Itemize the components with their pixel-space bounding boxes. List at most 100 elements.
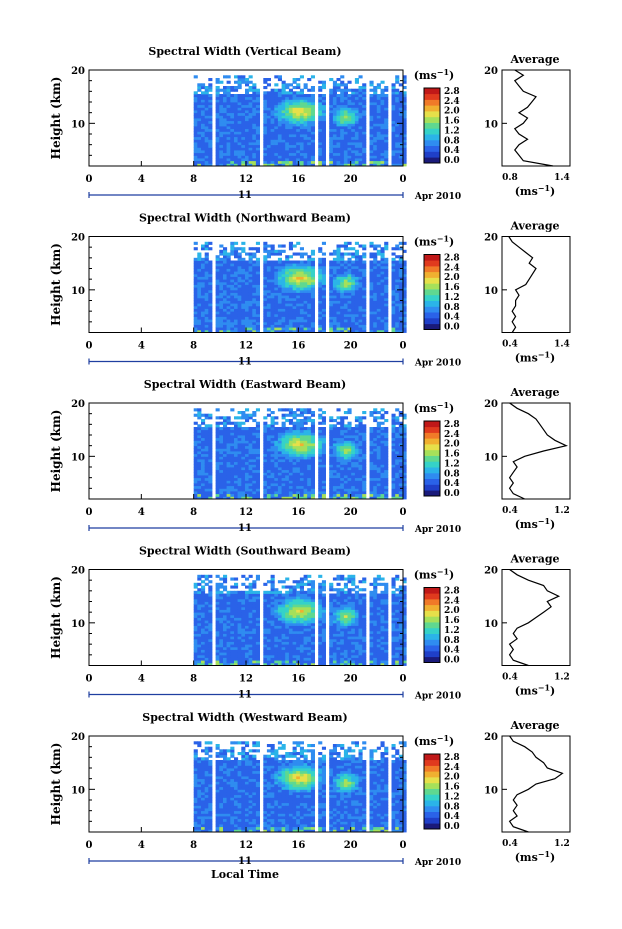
heatmap-cell [223,75,228,79]
heatmap-cell [398,247,403,251]
heatmap-cell [303,429,308,433]
heatmap-cell [266,271,271,275]
heatmap-cell [277,453,282,457]
heatmap-cell [193,633,198,637]
heatmap-cell [226,461,231,465]
heatmap-cell [288,128,293,132]
heatmap-cell [204,91,209,95]
heatmap-cell [384,88,389,92]
heatmap-cell [329,142,334,146]
heatmap-cell [351,467,356,471]
heatmap-cell [292,475,297,479]
avg-x-tick-label: 1.2 [554,506,570,516]
heatmap-cell [391,273,396,277]
heatmap-cell [226,91,231,95]
heatmap-cell [274,136,279,140]
heatmap-cell [263,273,268,277]
heatmap-cell [223,437,228,441]
heatmap-cell [270,147,275,151]
heatmap-cell [215,321,220,325]
heatmap-cell [340,475,345,479]
heatmap-cell [384,244,389,248]
heatmap-cell [197,485,202,489]
heatmap-cell [340,279,345,283]
heatmap-cell [292,144,297,148]
heatmap-cell [329,120,334,124]
heatmap-cell [395,308,400,312]
heatmap-cell [321,319,326,323]
heatmap-cell [296,440,301,444]
heatmap-cell [281,126,286,130]
heatmap-cell [299,472,304,476]
heatmap-cell [288,316,293,320]
heatmap-cell [226,80,231,84]
heatmap-cell [307,284,312,288]
heatmap-cell [332,284,337,288]
heatmap-cell [204,260,209,264]
heatmap-cell [204,139,209,143]
heatmap-cell [193,432,198,436]
heatmap-cell [358,104,363,108]
heatmap-cell [354,249,359,253]
heatmap-cell [234,144,239,148]
heatmap-cell [193,622,198,626]
heatmap-cell [248,155,253,159]
x-tick-label: 20 [344,174,358,185]
heatmap-cell [197,160,202,164]
heatmap-cell [226,134,231,138]
heatmap-cell [384,440,389,444]
heatmap-cell [310,413,315,417]
heatmap-cell [263,440,268,444]
heatmap-cell [373,469,378,473]
x-tick-label: 16 [291,507,305,518]
heatmap-cell [358,268,363,272]
heatmap-cell [201,110,206,114]
heatmap-cell [299,75,304,79]
heatmap-cell [347,120,352,124]
heatmap-cell [332,142,337,146]
heatmap-cell [332,319,337,323]
heatmap-cell [277,289,282,293]
heatmap-cell [354,152,359,156]
heatmap-cell [208,120,213,124]
heatmap-cell [281,284,286,288]
heatmap-cell [237,448,242,452]
heatmap-cell [193,91,198,95]
heatmap-cell [358,437,363,441]
heatmap-cell [358,297,363,301]
heatmap-cell [373,279,378,283]
heatmap-cell [307,260,312,264]
heatmap-cell [204,289,209,293]
heatmap-cell [248,327,253,331]
heatmap-cell [376,126,381,130]
heatmap-cell [299,292,304,296]
heatmap-cell [252,107,257,111]
heatmap-cell [354,271,359,275]
heatmap-cell [340,308,345,312]
heatmap-cell [358,131,363,135]
colorbar-tick-label: 1.6 [444,450,460,460]
heatmap-cell [274,496,279,500]
heatmap-cell [358,303,363,307]
heatmap-cell [329,461,334,465]
heatmap-cell [193,472,198,476]
heatmap-cell [398,102,403,106]
heatmap-cell [329,321,334,325]
heatmap-cell [252,491,257,495]
heatmap-cell [354,485,359,489]
heatmap-cell [340,244,345,248]
heatmap-cell [248,303,253,307]
heatmap-cell [201,292,206,296]
heatmap-cell [318,292,323,296]
heatmap-cell [336,268,341,272]
heatmap-cell [369,493,374,497]
heatmap-cell [310,421,315,425]
heatmap-cell [223,443,228,447]
heatmap-cell [299,413,304,417]
heatmap-cell [230,429,235,433]
heatmap-cell [270,271,275,275]
heatmap-cell [197,411,202,415]
heatmap-cell [318,295,323,299]
heatmap-cell [223,276,228,280]
heatmap-cell [321,99,326,103]
